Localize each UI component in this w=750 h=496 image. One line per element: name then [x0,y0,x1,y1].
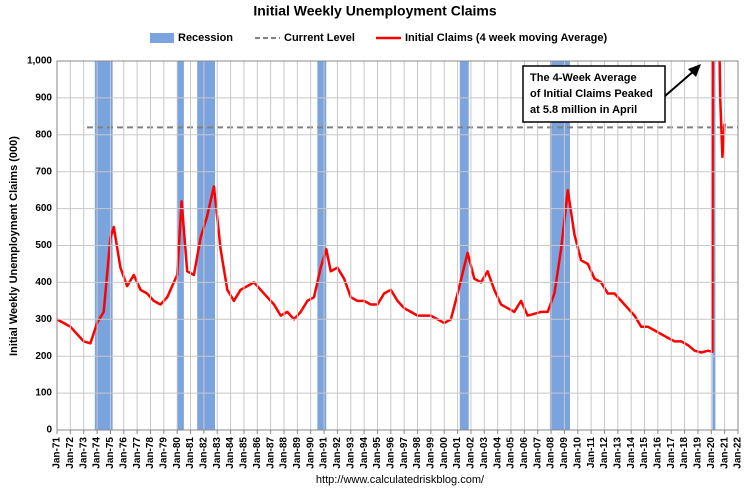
x-tick-label: Jan-13 [612,437,623,469]
x-tick-label: Jan-76 [118,437,129,469]
y-tick-label: 600 [35,203,52,214]
x-tick-label: Jan-72 [65,437,76,469]
x-tick-label: Jan-10 [572,437,583,469]
x-tick-label: Jan-95 [372,437,383,469]
chart-title: Initial Weekly Unemployment Claims [253,3,496,19]
x-tick-label: Jan-77 [132,437,143,469]
arrow-head [688,64,701,77]
x-tick-label: Jan-07 [532,437,543,469]
x-tick-label: Jan-89 [292,437,303,469]
x-tick-label: Jan-94 [359,437,370,469]
x-tick-label: Jan-96 [385,437,396,469]
x-tick-label: Jan-04 [492,437,503,469]
x-tick-label: Jan-82 [199,437,210,469]
x-tick-label: Jan-97 [399,437,410,469]
x-tick-label: Jan-80 [172,437,183,469]
x-tick-label: Jan-20 [706,437,717,469]
x-tick-label: Jan-71 [52,437,63,469]
legend-swatch [150,33,174,43]
x-tick-label: Jan-14 [626,437,637,469]
x-tick-label: Jan-90 [305,437,316,469]
legend-label: Current Level [284,32,355,44]
y-tick-label: 800 [35,129,52,140]
annotation-text: at 5.8 million in April [530,104,637,116]
x-tick-label: Jan-18 [679,437,690,469]
x-tick-label: Jan-16 [653,437,664,469]
legend-label: Recession [178,32,233,44]
y-tick-label: 400 [35,277,52,288]
x-tick-label: Jan-78 [145,437,156,469]
x-tick-label: Jan-11 [586,437,597,469]
x-tick-label: Jan-09 [559,437,570,469]
y-tick-label: 900 [35,93,52,104]
annotation-text: of Initial Claims Peaked [530,88,653,100]
x-tick-label: Jan-17 [666,437,677,469]
x-tick-label: Jan-93 [345,437,356,469]
x-tick-label: Jan-01 [452,437,463,469]
source: http://www.calculatedriskblog.com/ [316,474,485,486]
x-tick-label: Jan-85 [239,437,250,469]
y-axis-label: Initial Weekly Unemployment Claims (000) [8,136,20,356]
x-tick-label: Jan-22 [733,437,744,469]
y-tick-label: 100 [35,388,52,399]
x-tick-label: Jan-73 [78,437,89,469]
annotation-box [522,65,666,123]
x-tick-label: Jan-05 [506,437,517,469]
x-tick-label: Jan-86 [252,437,263,469]
x-tick-label: Jan-08 [546,437,557,469]
x-tick-label: Jan-15 [639,437,650,469]
x-tick-label: Jan-79 [158,437,169,469]
x-tick-label: Jan-00 [439,437,450,469]
y-tick-label: 0 [46,425,52,436]
x-tick-label: Jan-74 [92,437,103,469]
x-tick-label: Jan-88 [279,437,290,469]
x-tick-label: Jan-83 [212,437,223,469]
x-tick-label: Jan-19 [693,437,704,469]
plot-area [57,61,738,430]
x-tick-label: Jan-91 [319,437,330,469]
x-tick-label: Jan-98 [412,437,423,469]
y-tick-label: 200 [35,351,52,362]
y-tick-label: 300 [35,314,52,325]
x-tick-label: Jan-03 [479,437,490,469]
annotation-text: The 4-Week Average [530,72,637,84]
x-tick-label: Jan-75 [105,437,116,469]
legend-label: Initial Claims (4 week moving Average) [405,32,607,44]
y-tick-label: 700 [35,166,52,177]
x-tick-label: Jan-84 [225,437,236,469]
x-tick-label: Jan-21 [719,437,730,469]
y-tick-label: 500 [35,240,52,251]
x-tick-label: Jan-92 [332,437,343,469]
annotation-arrow [664,69,696,97]
x-tick-label: Jan-02 [466,437,477,469]
y-tick-label: 1,000 [27,56,52,67]
x-tick-label: Jan-99 [426,437,437,469]
x-tick-label: Jan-12 [599,437,610,469]
x-tick-label: Jan-87 [265,437,276,469]
x-tick-label: Jan-06 [519,437,530,469]
x-tick-label: Jan-81 [185,437,196,469]
plot-border [56,60,739,431]
